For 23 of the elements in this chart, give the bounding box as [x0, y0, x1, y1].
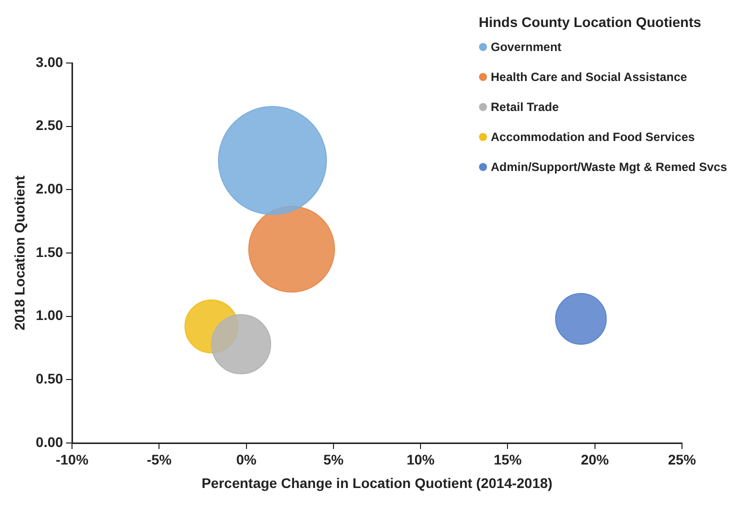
x-tick-label: 10%	[406, 451, 436, 468]
x-tick-label: 0%	[236, 451, 257, 468]
legend-label: Admin/Support/Waste Mgt & Remed Svcs	[490, 160, 727, 174]
legend-label: Government	[490, 40, 562, 54]
y-tick-label: 2.00	[36, 180, 64, 197]
x-tick-label: 20%	[580, 451, 610, 468]
x-tick-label: -5%	[146, 451, 172, 468]
y-tick-label: 2.50	[36, 117, 64, 134]
x-tick-label: 5%	[323, 451, 344, 468]
legend-title: Hinds County Location Quotients	[478, 14, 702, 30]
y-tick-label: 1.50	[36, 244, 64, 260]
y-tick-label: 0.00	[36, 434, 64, 450]
legend-label: Health Care and Social Assistance	[490, 70, 688, 84]
y-axis-title: 2018 Location Quotient	[11, 175, 28, 330]
legend-label: Retail Trade	[490, 100, 559, 114]
y-tick-label: 1.00	[36, 307, 64, 324]
x-tick-label: 25%	[668, 451, 697, 468]
x-axis-title: Percentage Change in Location Quotient (2014-2018)	[202, 475, 552, 492]
y-tick-label: 0.50	[36, 370, 64, 387]
y-tick-label: 3.00	[36, 54, 64, 70]
legend-label: Accommodation and Food Services	[490, 130, 695, 144]
x-tick-label: -10%	[56, 451, 89, 468]
x-tick-label: 15%	[494, 451, 522, 468]
